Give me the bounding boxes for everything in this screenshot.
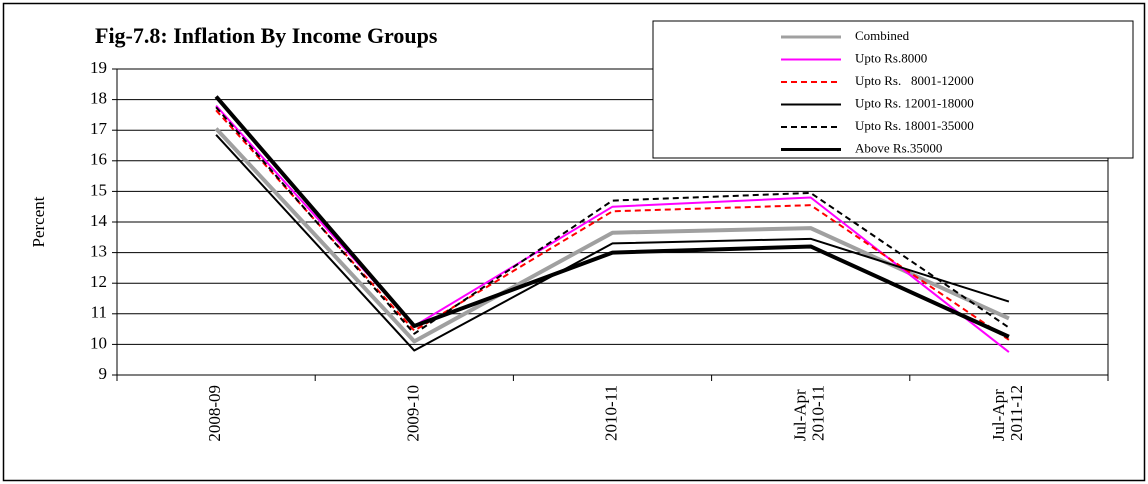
legend-label: Upto Rs. 12001-18000: [855, 95, 974, 110]
y-tick-label: 19: [90, 58, 107, 77]
legend-label: Upto Rs.8000: [855, 50, 927, 65]
legend-label: Combined: [855, 28, 910, 43]
legend-label: Upto Rs. 18001-35000: [855, 118, 974, 133]
legend-label: Above Rs.35000: [855, 140, 942, 155]
y-tick-label: 10: [90, 333, 107, 352]
y-tick-label: 17: [90, 119, 108, 138]
y-tick-label: 18: [90, 89, 107, 108]
series-line: [214, 127, 1010, 344]
legend-label: Upto Rs. 8001-12000: [855, 73, 974, 88]
series-line: [215, 134, 1010, 352]
x-tick-label: Jul-Apr 2010-11: [791, 385, 828, 441]
y-axis-label: Percent: [29, 196, 48, 247]
series-line: [214, 95, 1010, 339]
series-line: [215, 109, 1010, 341]
x-tick-label: 2008-09: [205, 385, 224, 442]
chart-title: Fig-7.8: Inflation By Income Groups: [95, 23, 438, 48]
legend-box: [652, 20, 1134, 159]
series-line: [215, 106, 1010, 335]
x-tick-label: 2009-10: [403, 385, 422, 442]
y-tick-label: 13: [90, 242, 107, 261]
x-tick-label: 2010-11: [601, 385, 620, 441]
y-tick-label: 16: [90, 150, 107, 169]
y-tick-label: 9: [99, 364, 108, 383]
y-tick-label: 11: [91, 303, 107, 322]
y-tick-label: 12: [90, 272, 107, 291]
x-tick-label: Jul-Apr 2011-12: [989, 385, 1026, 441]
y-tick-label: 15: [90, 180, 107, 199]
y-tick-label: 14: [90, 211, 108, 230]
